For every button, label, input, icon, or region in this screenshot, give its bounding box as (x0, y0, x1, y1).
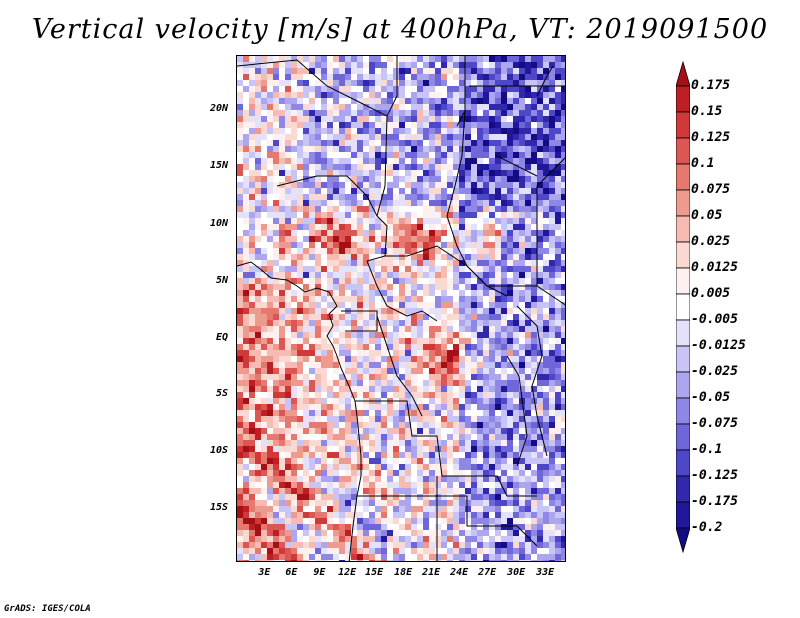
border-line (366, 260, 438, 322)
border-line (237, 56, 398, 117)
lat-tick-label: EQ (215, 332, 228, 343)
border-line (237, 261, 356, 402)
colorbar-segment (676, 163, 690, 191)
border-line (376, 115, 388, 217)
grads-credit: GrADS: IGES/COLA (4, 604, 91, 614)
colorbar-level-label: -0.075 (691, 416, 738, 431)
border-line (341, 310, 378, 332)
border-line (348, 400, 362, 561)
lon-tick-label: 33E (536, 567, 555, 578)
colorbar-segment (676, 501, 690, 529)
colorbar-level-label: -0.0125 (691, 338, 746, 353)
lon-tick-label: 12E (338, 567, 357, 578)
lat-tick-label: 20N (209, 103, 228, 114)
chart-title: Vertical velocity [m/s] at 400hPa, VT: 2… (31, 14, 769, 45)
colorbar-level-label: -0.05 (691, 390, 731, 405)
colorbar-segment (676, 371, 690, 399)
colorbar-segment (676, 241, 690, 269)
lon-tick-label: 30E (507, 567, 526, 578)
colorbar-segment (676, 293, 690, 321)
border-line (387, 495, 538, 547)
lon-tick-label: 18E (394, 567, 413, 578)
border-line (276, 175, 388, 262)
colorbar-level-label: 0.0125 (691, 260, 738, 275)
colorbar-level-label: -0.175 (691, 494, 738, 509)
border-line (506, 355, 528, 467)
vertical-velocity-field (237, 56, 565, 561)
lon-tick-label: 9E (313, 567, 326, 578)
colorbar (676, 60, 690, 554)
colorbar-level-label: -0.005 (691, 312, 738, 327)
colorbar-segment (676, 319, 690, 347)
colorbar-level-label: 0.175 (691, 78, 731, 93)
velocity-grid (237, 56, 565, 561)
colorbar-segment (676, 189, 690, 217)
border-line (516, 305, 548, 457)
colorbar-level-label: 0.05 (691, 208, 723, 223)
lat-tick-label: 15S (209, 502, 228, 513)
map-panel (236, 55, 566, 562)
lat-tick-label: 10N (209, 218, 228, 229)
border-line (536, 65, 554, 97)
border-line (385, 245, 508, 297)
lat-tick-label: 15N (209, 160, 228, 171)
border-line (496, 155, 538, 177)
colorbar-segment (676, 475, 690, 503)
colorbar-segment (676, 111, 690, 139)
colorbar-segment (676, 423, 690, 451)
colorbar-level-label: 0.1 (691, 156, 715, 171)
colorbar-segment (676, 215, 690, 243)
colorbar-segment (676, 397, 690, 425)
lon-tick-label: 21E (422, 567, 441, 578)
colorbar-level-label: -0.125 (691, 468, 738, 483)
colorbar-segment (676, 267, 690, 295)
lat-tick-label: 10S (209, 445, 228, 456)
colorbar-level-label: 0.15 (691, 104, 723, 119)
lat-tick-label: 5N (215, 275, 228, 286)
colorbar-level-label: 0.005 (691, 286, 731, 301)
colorbar-segment (676, 85, 690, 113)
lon-tick-label: 15E (365, 567, 384, 578)
lon-tick-label: 3E (258, 567, 271, 578)
colorbar-segment (676, 137, 690, 165)
colorbar-level-label: -0.1 (691, 442, 723, 457)
colorbar-max-arrow (676, 60, 690, 87)
lat-tick-label: 5S (215, 388, 228, 399)
border-line (355, 400, 537, 497)
colorbar-segment (676, 449, 690, 477)
colorbar-level-label: 0.025 (691, 234, 731, 249)
lon-tick-label: 6E (285, 567, 298, 578)
colorbar-segment (676, 345, 690, 373)
colorbar-level-label: 0.125 (691, 130, 731, 145)
border-line (376, 315, 423, 417)
colorbar-level-label: 0.075 (691, 182, 731, 197)
colorbar-level-label: -0.2 (691, 520, 723, 535)
lon-tick-label: 27E (478, 567, 497, 578)
border-line (536, 157, 565, 286)
lon-tick-label: 24E (450, 567, 469, 578)
colorbar-level-label: -0.025 (691, 364, 738, 379)
colorbar-min-arrow (676, 527, 690, 554)
